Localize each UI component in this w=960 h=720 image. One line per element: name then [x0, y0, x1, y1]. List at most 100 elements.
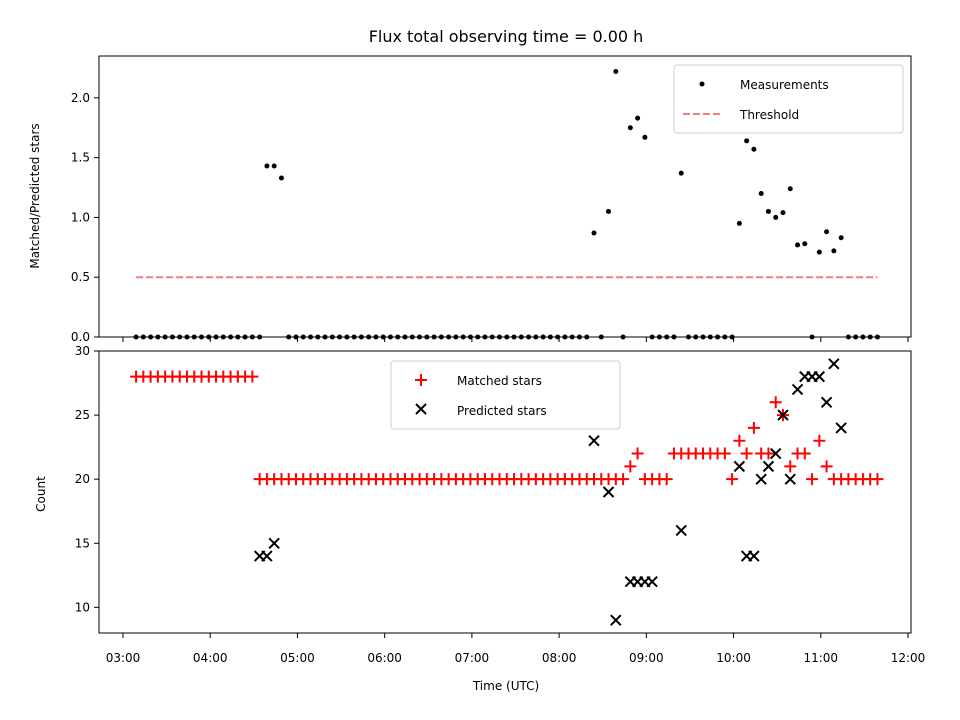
measurement-point — [627, 125, 633, 131]
matched-star-marker — [246, 370, 259, 383]
predicted-star-marker — [733, 460, 746, 473]
measurement-point — [758, 191, 764, 197]
top-y-tick-label: 1.5 — [71, 151, 90, 165]
bottom-legend-box — [390, 360, 621, 430]
legend-measurements-marker — [699, 81, 705, 87]
predicted-star-marker — [813, 370, 826, 383]
x-tick-label: 10:00 — [716, 651, 751, 665]
top-legend: Measurements Threshold — [673, 64, 904, 134]
bottom-y-axis-label: Count — [34, 476, 48, 512]
top-y-tick-label: 2.0 — [71, 91, 90, 105]
x-tick-label: 12:00 — [891, 651, 926, 665]
matched-star-marker — [733, 434, 746, 447]
matched-star-marker — [806, 473, 819, 486]
matched-star-marker — [747, 421, 760, 434]
x-tick-label: 03:00 — [106, 651, 141, 665]
legend-predicted-label: Predicted stars — [457, 404, 547, 418]
predicted-star-marker — [675, 524, 687, 537]
matched-star-marker — [813, 434, 826, 447]
measurement-point — [751, 146, 757, 152]
bottom-axes-frame — [98, 350, 912, 634]
matched-star-marker — [631, 447, 644, 460]
measurement-point — [278, 175, 284, 181]
bottom-y-tick-label: 10 — [75, 600, 90, 614]
top-panel: 0.00.51.01.52.0 Matched/Predicted stars … — [28, 55, 912, 344]
top-legend-box — [673, 64, 904, 134]
x-tick-label: 06:00 — [367, 651, 402, 665]
matched-star-marker — [769, 396, 782, 409]
measurement-point — [773, 214, 779, 220]
bottom-y-tick-label: 15 — [75, 536, 90, 550]
legend-measurements-label: Measurements — [740, 78, 829, 92]
predicted-star-marker — [835, 422, 847, 434]
predicted-star-marker — [828, 358, 840, 370]
matched-star-marker — [784, 460, 797, 473]
measurement-point — [824, 229, 830, 235]
predicted-star-marker — [646, 576, 658, 588]
matched-star-marker — [617, 473, 630, 486]
predicted-star-marker — [261, 550, 273, 562]
bottom-y-tick-label: 20 — [75, 472, 90, 486]
bottom-y-tick-label: 30 — [75, 344, 90, 358]
top-axes-frame — [98, 55, 912, 338]
x-tick-label: 07:00 — [455, 651, 490, 665]
legend-matched-label: Matched stars — [457, 374, 542, 388]
matched-star-marker — [660, 473, 673, 486]
measurement-point — [271, 163, 277, 169]
measurement-point — [780, 210, 786, 216]
measurement-point — [838, 235, 844, 241]
chart-title: Flux total observing time = 0.00 h — [369, 27, 644, 46]
legend-threshold-label: Threshold — [739, 108, 799, 122]
x-tick-label: 08:00 — [542, 651, 577, 665]
bottom-y-tick-label: 25 — [75, 408, 90, 422]
x-tick-label: 11:00 — [803, 651, 838, 665]
predicted-star-marker — [268, 537, 280, 549]
predicted-star-marker — [762, 460, 775, 473]
measurement-point — [635, 115, 641, 121]
measurement-point — [802, 241, 808, 247]
x-axis-label: Time (UTC) — [472, 679, 539, 693]
x-tick-label: 04:00 — [193, 651, 228, 665]
measurement-point — [264, 163, 270, 169]
measurement-point — [606, 208, 612, 214]
measurement-point — [678, 170, 684, 176]
x-tick-label: 05:00 — [280, 651, 315, 665]
measurement-point — [736, 220, 742, 226]
measurement-point — [591, 230, 597, 236]
predicted-star-marker — [791, 383, 804, 396]
measurement-point — [613, 69, 619, 75]
matched-star-marker — [718, 447, 731, 460]
predicted-star-marker — [777, 409, 789, 421]
predicted-star-marker — [820, 396, 833, 408]
measurement-point — [787, 186, 793, 192]
measurement-point — [744, 138, 750, 144]
matched-star-marker — [624, 460, 637, 473]
measurement-point — [795, 242, 801, 248]
predicted-star-marker — [602, 486, 615, 498]
matched-star-marker — [820, 460, 833, 473]
predicted-star-marker — [748, 550, 760, 562]
bottom-panel: 10 15 20 25 30 03:00 04:00 05:00 06:00 07:00 08:00… — [34, 344, 925, 693]
matched-star-marker — [798, 447, 811, 460]
measurement-point — [831, 248, 837, 254]
measurement-point — [765, 208, 771, 214]
predicted-star-marker — [784, 473, 796, 485]
legend-matched-marker — [415, 374, 427, 386]
top-y-axis-label: Matched/Predicted stars — [28, 123, 42, 268]
top-y-tick-label: 1.0 — [71, 210, 90, 224]
x-tick-label: 09:00 — [629, 651, 664, 665]
predicted-star-marker — [610, 614, 622, 626]
bottom-legend: Matched stars Predicted stars — [390, 360, 621, 430]
matched-star-marker — [740, 447, 753, 460]
predicted-star-marker — [770, 447, 782, 460]
predicted-star-marker — [588, 435, 600, 447]
matched-star-marker — [762, 447, 775, 460]
predicted-star-marker — [755, 473, 767, 485]
measurement-point — [816, 249, 822, 255]
matched-star-marker — [871, 473, 884, 486]
top-y-tick-label: 0.0 — [71, 330, 90, 344]
top-y-tick-label: 0.5 — [71, 270, 90, 284]
matched-star-marker — [726, 473, 739, 486]
legend-predicted-marker — [415, 403, 427, 415]
